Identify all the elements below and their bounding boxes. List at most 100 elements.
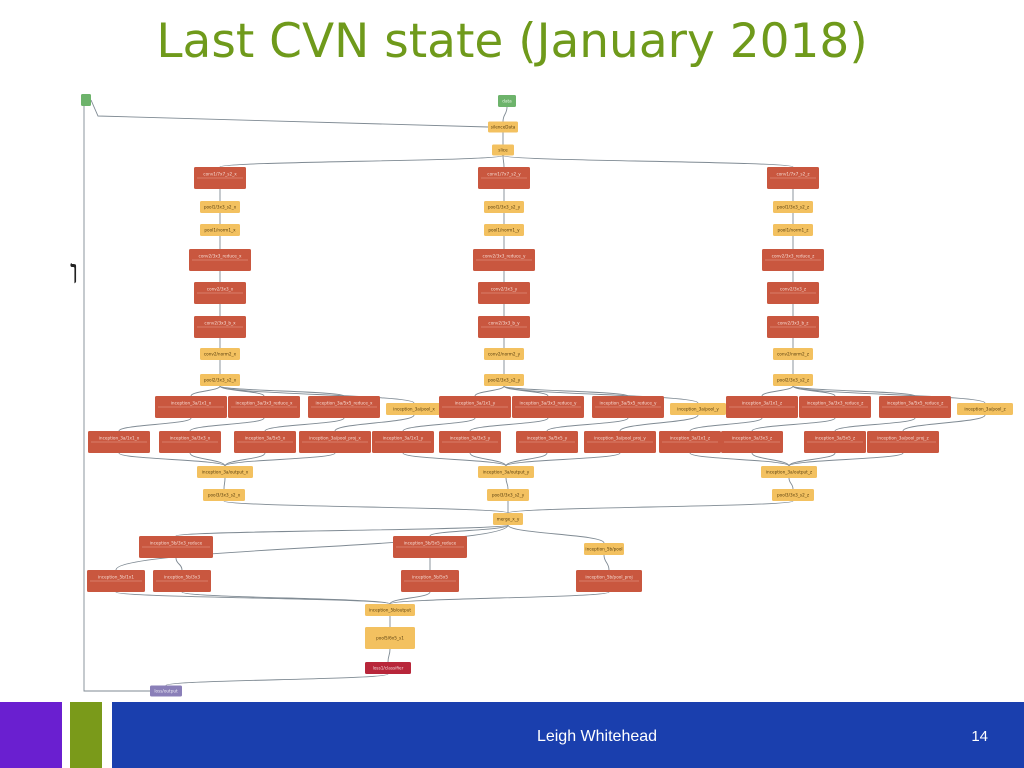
node-j4x: inception_3a/pool_proj_x xyxy=(299,431,371,453)
node-label: conv2/3x3_b_z xyxy=(778,321,810,326)
node-label: inception_3a/1x1_x xyxy=(171,401,212,406)
node-i4x: inception_3a/pool_x xyxy=(386,403,442,415)
node-pool3x: pool3/3x3_s2_x xyxy=(203,489,245,501)
node-label: inception_5b/3x3_reduce xyxy=(150,541,203,546)
edge-i1z-j1z xyxy=(689,417,763,432)
edge-pool2y-i4y xyxy=(503,385,699,404)
node-c3ry: conv2/3x3_reduce_y xyxy=(473,249,535,271)
node-lossout: loss/output xyxy=(150,685,182,697)
node-label: data xyxy=(502,99,512,104)
node-conv1z: conv1/7x7_s2_z xyxy=(767,167,819,189)
node-label: inception_3a/pool_z xyxy=(964,407,1006,412)
edge-pool2x-i3x xyxy=(219,385,345,397)
node-n2: inception_5b/3x3 xyxy=(153,570,211,592)
edge-pool3z-merge xyxy=(507,500,794,514)
node-box xyxy=(197,466,253,478)
node-label: inception_3a/5x5_reduce_z xyxy=(887,401,945,406)
edge-merge-m3 xyxy=(507,524,605,544)
node-c3rx: conv2/3x3_reduce_x xyxy=(189,249,251,271)
node-label: pool1/3x3_s2_x xyxy=(204,205,237,210)
node-label: inception_3a/5x5_reduce_y xyxy=(600,401,658,406)
node-label: conv2/3x3_reduce_z xyxy=(772,254,815,259)
edge-i4x-j4x xyxy=(334,414,415,432)
node-label: conv2/3x3_z xyxy=(780,287,807,292)
node-box xyxy=(386,403,442,415)
edge-i3z-j3z xyxy=(834,417,916,432)
slide-title: Last CVN state (January 2018) xyxy=(156,14,868,69)
node-box xyxy=(365,627,415,649)
node-lrn1y: pool1/norm1_y xyxy=(484,224,524,236)
node-catx: inception_3a/output_x xyxy=(197,466,253,478)
footer-author: Leigh Whitehead xyxy=(536,728,658,745)
node-j2x: inception_3a/3x3_x xyxy=(159,431,221,453)
footer-gap xyxy=(102,702,112,768)
edge-slice-conv1z xyxy=(502,155,794,168)
edge-j4x-catx xyxy=(224,452,336,467)
edge-j2z-catz xyxy=(751,452,790,467)
node-box xyxy=(200,201,240,213)
node-n3: inception_5b/5x5 xyxy=(401,570,459,592)
node-label: conv2/3x3_b_x xyxy=(204,321,236,326)
node-m3: inception_5b/pool xyxy=(584,543,624,555)
node-box xyxy=(584,543,624,555)
node-label: conv1/7x7_s2_x xyxy=(203,172,237,177)
node-conv1y: conv1/7x7_s2_y xyxy=(478,167,530,189)
node-label: conv1/7x7_s2_y xyxy=(487,172,521,177)
edge-pool2x-i1x xyxy=(190,385,221,397)
edge-pool2z-i3z xyxy=(792,385,916,397)
node-label: conv2/3x3_b_y xyxy=(488,321,520,326)
node-label: inception_3a/pool_proj_x xyxy=(309,436,361,441)
node-label: inception_5b/3x3 xyxy=(164,575,200,580)
node-pool2y: pool2/3x3_s2_y xyxy=(484,374,524,386)
node-i3x: inception_3a/5x5_reduce_x xyxy=(308,396,380,418)
node-label: merge_x_y xyxy=(497,517,520,522)
footer-green-block xyxy=(70,702,102,768)
edge-i3x-j3x xyxy=(264,417,345,432)
node-label: pool3/3x3_s2_y xyxy=(492,493,525,498)
edge-catx-pool3x xyxy=(223,477,226,490)
edge-i2y-j2y xyxy=(469,417,549,432)
edge-i4y-j4y xyxy=(619,414,699,432)
node-label: inception_3a/pool_proj_z xyxy=(877,436,929,441)
node-box xyxy=(492,144,514,156)
node-box xyxy=(150,685,182,697)
node-label: inception_5b/5x5_reduce xyxy=(404,541,457,546)
node-label-in xyxy=(81,94,91,106)
graph-edges xyxy=(83,99,986,692)
edge-pool2x-i4x xyxy=(219,385,415,404)
edge-n2-out xyxy=(181,591,391,605)
node-i3z: inception_3a/5x5_reduce_z xyxy=(879,396,951,418)
edge-caty-pool3y xyxy=(505,477,509,490)
edge-i2x-j2x xyxy=(189,417,265,432)
node-c3rz: conv2/3x3_reduce_z xyxy=(762,249,824,271)
node-label: inception_3a/1x1_y xyxy=(455,401,496,406)
edge-m1-n2 xyxy=(175,557,183,571)
node-n1: inception_5b/1x1 xyxy=(87,570,145,592)
node-box xyxy=(484,374,524,386)
edge-n4-out xyxy=(389,591,610,605)
node-label: inception_3a/5x5_y xyxy=(527,436,568,441)
node-box xyxy=(957,403,1013,415)
node-out: inception_5b/output xyxy=(365,604,415,616)
node-data-in: data xyxy=(498,95,516,107)
node-label: inception_3a/1x1_x xyxy=(99,436,140,441)
node-box xyxy=(365,662,411,674)
node-lrn1z: pool1/norm1_z xyxy=(773,224,813,236)
edge-pool2y-i3y xyxy=(503,385,629,397)
edge-i1x-j1x xyxy=(118,417,192,432)
node-label: conv2/norm2_y xyxy=(488,352,521,357)
node-label: pool2/3x3_s2_x xyxy=(204,378,237,383)
node-label: loss1/classifier xyxy=(373,666,404,671)
edge-slice-conv1y xyxy=(502,155,505,168)
edge-pool5-loss xyxy=(387,648,391,663)
node-label: inception_3a/1x1_y xyxy=(383,436,424,441)
edge-i4z-j4z xyxy=(902,414,986,432)
node-pool3y: pool3/3x3_s2_y xyxy=(487,489,529,501)
node-i1y: inception_3a/1x1_y xyxy=(439,396,511,418)
node-box xyxy=(498,95,516,107)
edge-j1y-caty xyxy=(402,452,507,467)
node-box xyxy=(761,466,817,478)
node-j4y: inception_3a/pool_proj_y xyxy=(584,431,656,453)
node-j4z: inception_3a/pool_proj_z xyxy=(867,431,939,453)
node-label: pool1/norm1_z xyxy=(778,228,810,233)
